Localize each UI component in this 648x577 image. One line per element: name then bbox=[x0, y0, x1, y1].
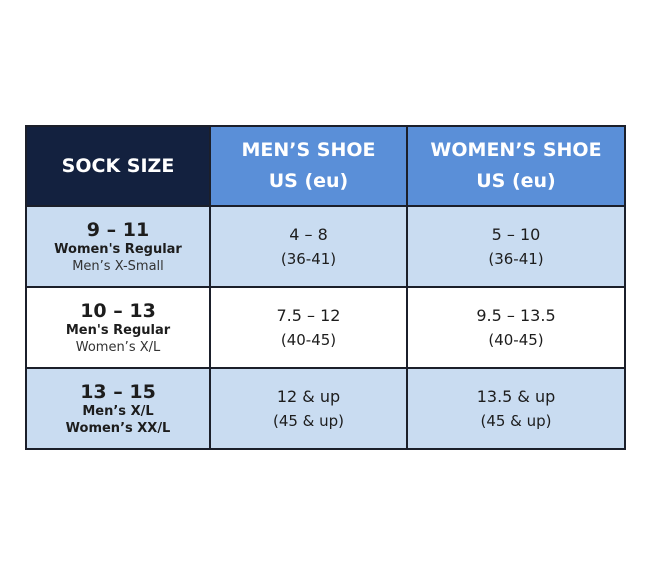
sock-size: 13 – 15 bbox=[80, 380, 156, 403]
womens-us: 5 – 10 bbox=[491, 224, 541, 244]
size-label-secondary: Women’s X/L bbox=[75, 339, 161, 355]
table-row: 9 – 11 Women's Regular Men’s X-Small 4 – 8… bbox=[25, 205, 626, 288]
size-label-primary: Women's Regular bbox=[54, 241, 182, 257]
table-row: 10 – 13 Men's Regular Women’s X/L 7.5 – 12… bbox=[25, 286, 626, 369]
womens-eu: (36-41) bbox=[488, 249, 544, 268]
header-mens-shoe: MEN’S SHOE US (eu) bbox=[209, 125, 408, 207]
header-mens-line2: US (eu) bbox=[268, 170, 349, 192]
womens-us: 9.5 – 13.5 bbox=[476, 305, 556, 325]
header-womens-line2: US (eu) bbox=[476, 170, 556, 192]
sock-size: 9 – 11 bbox=[86, 218, 150, 241]
sock-size-cell: 9 – 11 Women's Regular Men’s X-Small bbox=[25, 205, 211, 288]
womens-eu: (45 & up) bbox=[480, 411, 552, 430]
mens-eu: (40-45) bbox=[280, 330, 337, 349]
size-label-secondary: Women’s XX/L bbox=[65, 420, 171, 436]
womens-cell: 5 – 10 (36-41) bbox=[406, 205, 626, 288]
size-label-secondary: Men’s X-Small bbox=[72, 258, 164, 274]
sock-size-cell: 10 – 13 Men's Regular Women’s X/L bbox=[25, 286, 211, 369]
size-label-primary: Men's Regular bbox=[65, 322, 171, 338]
header-mens-line1: MEN’S SHOE bbox=[241, 139, 376, 161]
mens-cell: 12 & up (45 & up) bbox=[209, 367, 408, 450]
mens-cell: 7.5 – 12 (40-45) bbox=[209, 286, 408, 369]
header-row: SOCK SIZE MEN’S SHOE US (eu) WOMEN’S SHOE… bbox=[25, 125, 626, 207]
sock-size-chart: SOCK SIZE MEN’S SHOE US (eu) WOMEN’S SHOE… bbox=[25, 125, 626, 450]
header-sock-size-text: SOCK SIZE bbox=[61, 154, 175, 177]
womens-cell: 9.5 – 13.5 (40-45) bbox=[406, 286, 626, 369]
mens-us: 12 & up bbox=[276, 386, 341, 406]
mens-eu: (36-41) bbox=[280, 249, 337, 268]
size-label-primary: Men’s X/L bbox=[82, 403, 154, 419]
mens-cell: 4 – 8 (36-41) bbox=[209, 205, 408, 288]
womens-cell: 13.5 & up (45 & up) bbox=[406, 367, 626, 450]
sock-size: 10 – 13 bbox=[80, 299, 156, 322]
womens-eu: (40-45) bbox=[488, 330, 544, 349]
mens-us: 4 – 8 bbox=[289, 224, 328, 244]
mens-us: 7.5 – 12 bbox=[276, 305, 341, 325]
sock-size-cell: 13 – 15 Men’s X/L Women’s XX/L bbox=[25, 367, 211, 450]
header-womens-line1: WOMEN’S SHOE bbox=[430, 139, 602, 161]
mens-eu: (45 & up) bbox=[272, 411, 345, 430]
header-sock-size: SOCK SIZE bbox=[25, 125, 211, 207]
table-row: 13 – 15 Men’s X/L Women’s XX/L 12 & up (45 … bbox=[25, 367, 626, 450]
header-womens-shoe: WOMEN’S SHOE US (eu) bbox=[406, 125, 626, 207]
womens-us: 13.5 & up bbox=[476, 386, 556, 406]
